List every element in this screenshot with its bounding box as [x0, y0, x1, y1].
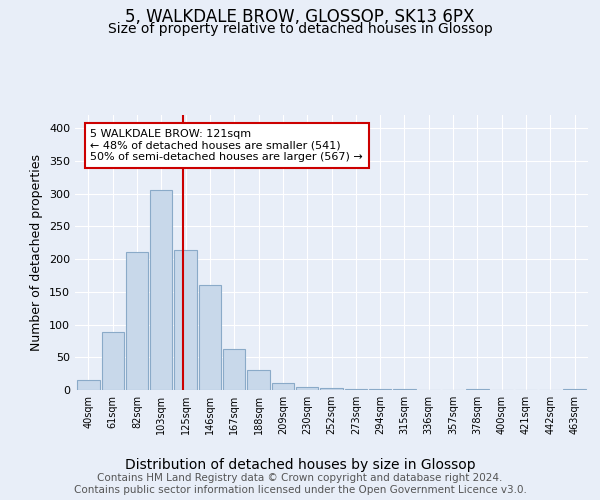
Text: Distribution of detached houses by size in Glossop: Distribution of detached houses by size … — [125, 458, 475, 471]
Bar — [77, 380, 100, 390]
Bar — [223, 349, 245, 390]
Bar — [126, 252, 148, 390]
Text: 5, WALKDALE BROW, GLOSSOP, SK13 6PX: 5, WALKDALE BROW, GLOSSOP, SK13 6PX — [125, 8, 475, 26]
Bar — [296, 386, 319, 390]
Bar — [344, 388, 367, 390]
Bar — [563, 388, 586, 390]
Text: Size of property relative to detached houses in Glossop: Size of property relative to detached ho… — [107, 22, 493, 36]
Bar — [369, 388, 391, 390]
Bar — [199, 285, 221, 390]
Bar — [175, 250, 197, 390]
Bar — [320, 388, 343, 390]
Bar — [101, 332, 124, 390]
Bar — [150, 190, 172, 390]
Y-axis label: Number of detached properties: Number of detached properties — [31, 154, 43, 351]
Bar — [466, 388, 488, 390]
Text: 5 WALKDALE BROW: 121sqm
← 48% of detached houses are smaller (541)
50% of semi-d: 5 WALKDALE BROW: 121sqm ← 48% of detache… — [91, 128, 363, 162]
Bar — [272, 384, 294, 390]
Text: Contains HM Land Registry data © Crown copyright and database right 2024.
Contai: Contains HM Land Registry data © Crown c… — [74, 474, 526, 495]
Bar — [247, 370, 270, 390]
